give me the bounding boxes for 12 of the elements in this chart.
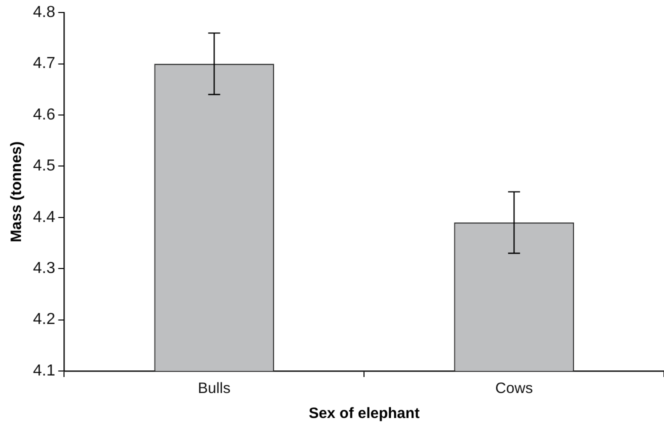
y-tick-label: 4.1 [32, 362, 56, 380]
x-axis-title: Sex of elephant [308, 405, 420, 422]
y-tick-label: 4.3 [32, 260, 56, 278]
y-tick-label: 4.7 [32, 55, 56, 72]
x-tick-label: Cows [495, 380, 533, 398]
y-tick-label: 4.4 [32, 208, 56, 226]
y-axis-title: Mass (tonnes) [8, 141, 26, 242]
y-tick-label: 4.6 [32, 106, 56, 124]
y-tick-label: 4.5 [32, 158, 56, 175]
y-tick-label: 4.8 [32, 4, 56, 22]
y-tick-label: 4.2 [32, 311, 56, 328]
x-tick-label: Bulls [198, 380, 230, 398]
